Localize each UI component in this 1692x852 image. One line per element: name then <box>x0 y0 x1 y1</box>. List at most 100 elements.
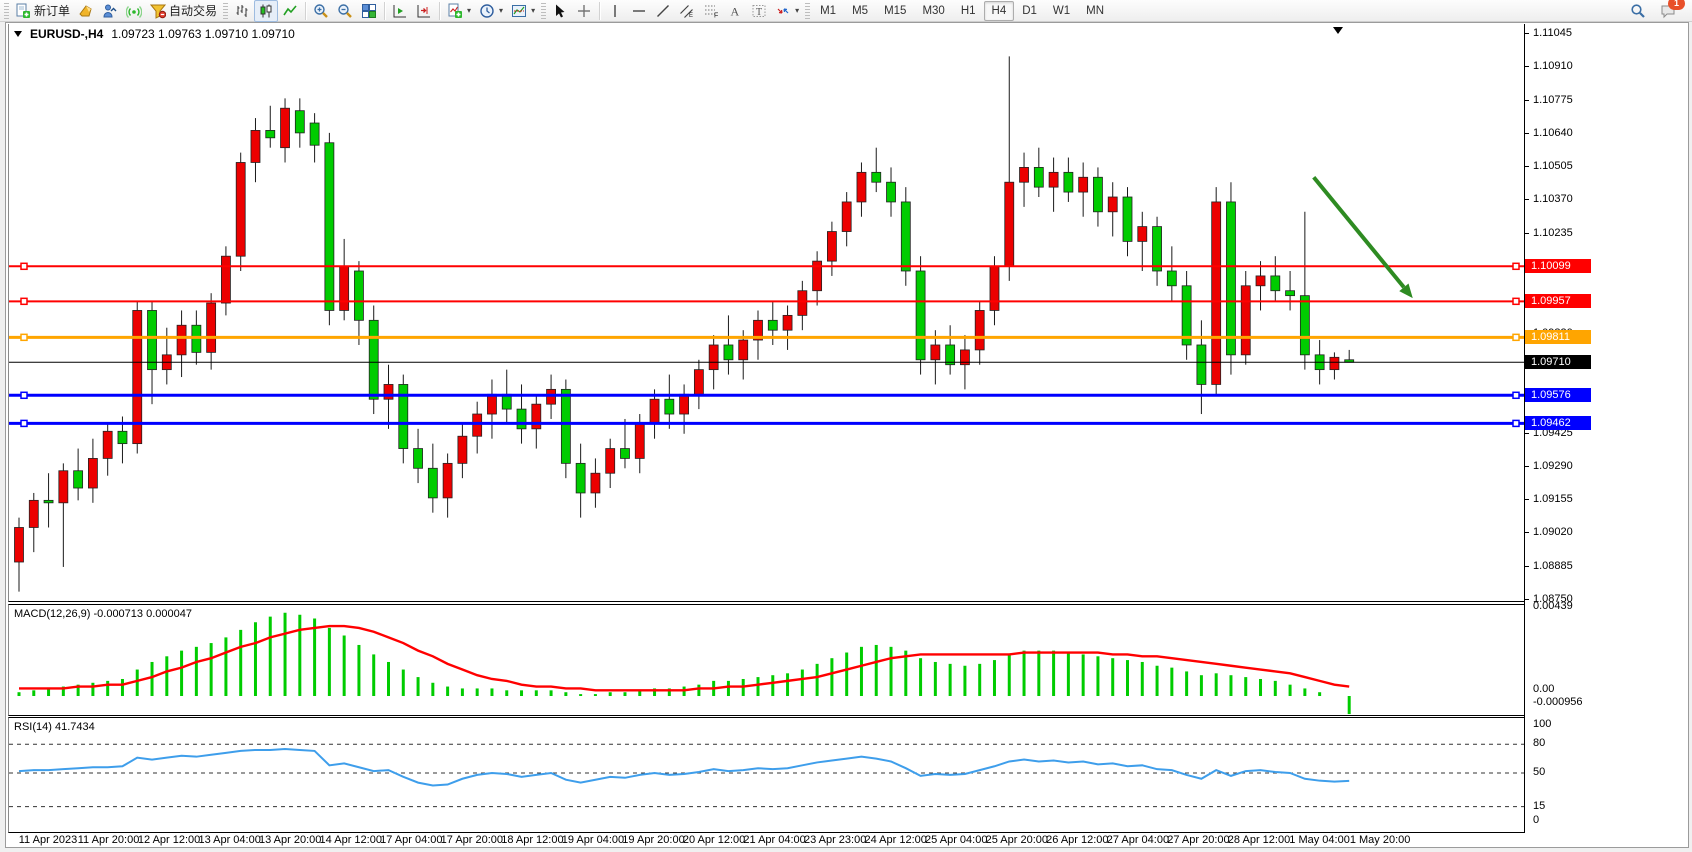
timeframe-button-m30[interactable]: M30 <box>922 4 945 17</box>
bull-candle <box>1329 356 1340 371</box>
bull-candle <box>280 107 290 149</box>
auto-scroll-button[interactable] <box>388 0 412 22</box>
templates-button[interactable]: ▾ <box>507 0 539 22</box>
window-bottom-edge <box>0 849 1692 852</box>
macd-signal-line <box>19 624 1350 692</box>
trendline-button[interactable] <box>651 0 675 22</box>
date-tick-label: 17 Apr 04:00 <box>380 834 443 846</box>
new-order-button[interactable]: 新订单 <box>11 0 74 22</box>
bear-candle <box>516 408 527 430</box>
equidistant-channel-button[interactable]: E <box>675 0 699 22</box>
autotrading-button[interactable]: 自动交易 <box>146 0 221 22</box>
tile-windows-icon <box>362 3 377 18</box>
hline-anchor[interactable] <box>1512 391 1520 400</box>
rsi-axis-label: 0 <box>1533 814 1540 826</box>
indicators-button[interactable]: ▾ <box>443 0 475 22</box>
fibonacci-button[interactable]: F <box>699 0 723 22</box>
axis-tick <box>1525 599 1529 600</box>
macd-panel[interactable] <box>8 604 1525 716</box>
hline-anchor[interactable] <box>20 333 28 342</box>
bull-candle <box>442 462 453 499</box>
bear-candle <box>73 470 84 489</box>
toolbar-grip[interactable] <box>805 2 811 19</box>
vertical-line-button[interactable] <box>603 0 627 22</box>
bear-candle <box>368 319 379 400</box>
price-tick-label: 1.09020 <box>1533 526 1573 539</box>
signals-button[interactable] <box>122 0 146 22</box>
bear-candle <box>560 388 571 464</box>
bear-candle <box>575 462 586 494</box>
hline-anchor[interactable] <box>20 419 28 428</box>
one-click-trading-toggle-icon[interactable] <box>14 31 22 37</box>
hline-anchor[interactable] <box>1512 262 1520 271</box>
main-toolbar: 新订单 自动交易 <box>0 0 1692 22</box>
chat-button[interactable]: 1 <box>1656 0 1685 22</box>
hline-anchor[interactable] <box>1512 297 1520 306</box>
cursor-button[interactable] <box>548 0 572 22</box>
axis-tick <box>1525 166 1529 168</box>
hline-anchor[interactable] <box>20 391 28 400</box>
text-button[interactable]: A <box>723 0 747 22</box>
macd-axis-label: 0.00439 <box>1533 600 1573 612</box>
indicators-icon <box>448 3 463 18</box>
bull-candle <box>590 472 601 494</box>
horizontal-line-button[interactable] <box>627 0 651 22</box>
trend-arrow-head[interactable] <box>1399 283 1413 299</box>
zoom-in-button[interactable] <box>309 0 333 22</box>
rsi-panel[interactable] <box>8 717 1525 833</box>
crosshair-button[interactable] <box>572 0 596 22</box>
tile-windows-button[interactable] <box>357 0 381 22</box>
zoom-out-button[interactable] <box>333 0 357 22</box>
arrows-tool-button[interactable]: ▾ <box>771 0 803 22</box>
bull-candle <box>487 393 497 415</box>
time-axis[interactable]: 11 Apr 2023 11 Apr 20:00 12 Apr 12:00 13 Ap… <box>8 833 1524 849</box>
price-line-tag: 1.09462 <box>1525 416 1591 431</box>
charts-button[interactable] <box>74 0 98 22</box>
hline-anchor[interactable] <box>1512 333 1520 342</box>
axis-tick <box>1525 199 1529 201</box>
toolbar-grip[interactable] <box>541 2 547 19</box>
timeframe-button-m15[interactable]: M15 <box>884 4 907 17</box>
axis-tick <box>1525 432 1529 434</box>
bull-candle <box>472 413 483 437</box>
periods-button[interactable]: ▾ <box>475 0 507 22</box>
price-chart-panel[interactable] <box>8 24 1525 602</box>
timeframe-button-h4[interactable]: H4 <box>983 0 1015 21</box>
price-tick-label: 1.10910 <box>1533 60 1573 73</box>
timeframe-button-w1[interactable]: W1 <box>1052 4 1071 17</box>
hline-anchor[interactable] <box>20 297 28 306</box>
timeframe-button-m1[interactable]: M1 <box>820 4 837 17</box>
bull-candle <box>206 302 217 353</box>
bar-chart-icon <box>236 4 248 17</box>
line-chart-button[interactable] <box>278 0 302 22</box>
axis-tick <box>1525 132 1529 134</box>
bear-candle <box>1152 226 1162 272</box>
bear-candle <box>1299 295 1310 356</box>
hline-anchor[interactable] <box>1512 419 1520 428</box>
search-button[interactable] <box>1626 0 1650 22</box>
text-label-button[interactable]: T <box>747 0 771 22</box>
bull-candle <box>1078 176 1089 193</box>
hline-anchor[interactable] <box>20 262 28 271</box>
crosshair-icon <box>578 4 591 17</box>
toolbar-grip[interactable] <box>223 2 229 19</box>
price-axis-border <box>1524 24 1525 832</box>
new-order-icon <box>16 3 30 18</box>
toolbar-grip[interactable] <box>4 2 9 19</box>
chart-shift-button[interactable] <box>412 0 436 22</box>
chart-shift-marker-icon[interactable] <box>1333 27 1343 34</box>
rsi-line <box>18 747 1350 787</box>
price-line-tag: 1.10099 <box>1525 259 1591 274</box>
trend-arrow[interactable] <box>1312 176 1406 289</box>
timeframe-button-m5[interactable]: M5 <box>852 4 869 17</box>
date-tick-label: 25 Apr 04:00 <box>925 834 988 846</box>
axis-tick <box>1525 532 1529 534</box>
candlestick-chart-button[interactable] <box>254 0 279 22</box>
timeframe-button-mn[interactable]: MN <box>1086 4 1105 17</box>
timeframe-button-h1[interactable]: H1 <box>960 4 976 17</box>
bull-candle <box>930 344 941 361</box>
timeframe-button-d1[interactable]: D1 <box>1022 4 1037 17</box>
bar-chart-button[interactable] <box>230 0 254 22</box>
market-watch-button[interactable] <box>98 0 122 22</box>
date-tick-label: 19 Apr 04:00 <box>561 834 625 846</box>
